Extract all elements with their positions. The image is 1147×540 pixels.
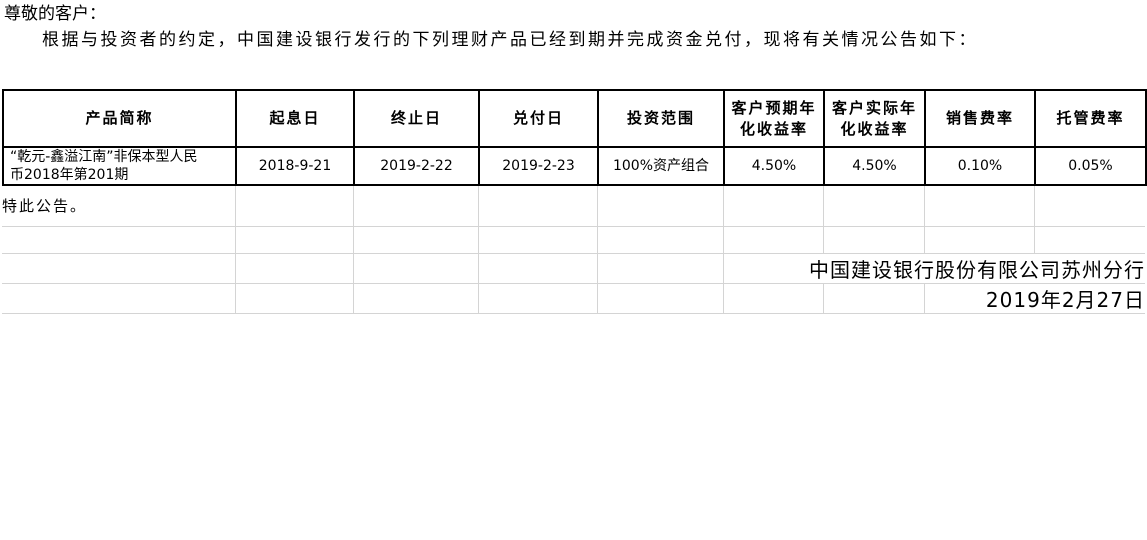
intro-line: 根据与投资者的约定，中国建设银行发行的下列理财产品已经到期并完成资金兑付，现将有… — [42, 30, 978, 50]
cell-payment-date: 2019-2-23 — [478, 146, 599, 186]
header-product-name: 产品简称 — [2, 89, 237, 148]
greeting-line: 尊敬的客户： — [4, 4, 106, 24]
closing-text: 特此公告。 — [2, 186, 236, 227]
cell-custody-fee: 0.05% — [1034, 146, 1147, 186]
header-value-date: 起息日 — [235, 89, 355, 148]
cell-sales-fee: 0.10% — [924, 146, 1036, 186]
header-custody-fee: 托管费率 — [1034, 89, 1147, 148]
cell-product-name: “乾元-鑫溢江南”非保本型人民 币2018年第201期 — [2, 146, 237, 186]
table-header-row: 产品简称 起息日 终止日 兑付日 投资范围 客户预期年 化收益率 客户实际年 化… — [2, 89, 1147, 148]
cell-value-date: 2018-9-21 — [235, 146, 355, 186]
signature-row: 中国建设银行股份有限公司苏州分行 — [2, 253, 1145, 284]
cell-expected-yield: 4.50% — [723, 146, 825, 186]
cell-investment-scope: 100%资产组合 — [597, 146, 725, 186]
header-actual-yield: 客户实际年 化收益率 — [823, 89, 926, 148]
empty-row — [2, 226, 1145, 254]
cell-end-date: 2019-2-22 — [353, 146, 480, 186]
header-investment-scope: 投资范围 — [597, 89, 725, 148]
header-expected-yield: 客户预期年 化收益率 — [723, 89, 825, 148]
issue-date: 2019年2月27日 — [924, 283, 1145, 314]
issuer-name: 中国建设银行股份有限公司苏州分行 — [723, 253, 1145, 284]
header-end-date: 终止日 — [353, 89, 480, 148]
table-row: “乾元-鑫溢江南”非保本型人民 币2018年第201期 2018-9-21 20… — [2, 146, 1147, 186]
cell-actual-yield: 4.50% — [823, 146, 926, 186]
header-sales-fee: 销售费率 — [924, 89, 1036, 148]
closing-row: 特此公告。 — [2, 186, 1145, 227]
date-row: 2019年2月27日 — [2, 283, 1145, 314]
spreadsheet-gridlines: 特此公告。 中国建设银行股份有限公司苏州分行 2019年2月27日 — [2, 186, 1145, 314]
header-payment-date: 兑付日 — [478, 89, 599, 148]
product-table: 产品简称 起息日 终止日 兑付日 投资范围 客户预期年 化收益率 客户实际年 化… — [2, 89, 1147, 186]
